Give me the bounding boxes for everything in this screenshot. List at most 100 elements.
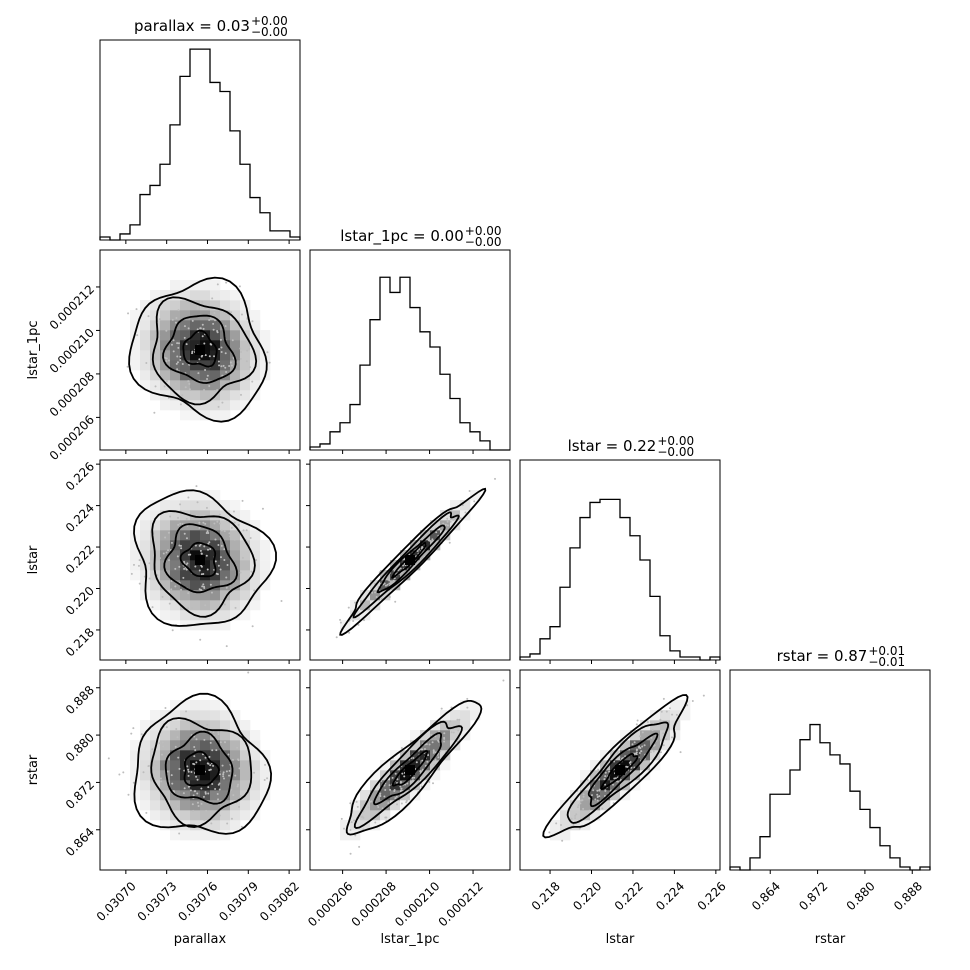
sample-point: [675, 713, 678, 716]
density-cell: [220, 400, 231, 411]
sample-point: [218, 513, 221, 516]
sample-point: [183, 532, 186, 535]
sample-point: [234, 383, 237, 386]
sample-point: [218, 364, 221, 367]
density-cell: [340, 830, 351, 841]
sample-point: [315, 880, 317, 882]
density-cell: [230, 350, 241, 361]
sample-point: [361, 815, 364, 818]
xtick-label-lstar_1pc: 0.000206: [305, 879, 355, 929]
sample-point: [203, 738, 206, 741]
density-cell: [210, 780, 221, 791]
density-cell: [180, 700, 191, 711]
sample-point: [427, 754, 430, 757]
sample-point: [213, 355, 216, 358]
sample-point: [225, 586, 228, 589]
density-cell: [250, 600, 261, 611]
sample-point: [266, 351, 269, 354]
sample-point: [679, 751, 682, 754]
panel-frame-parallax: [99, 39, 301, 241]
sample-point: [177, 516, 180, 519]
sample-point: [200, 355, 203, 358]
density-cell: [170, 320, 181, 331]
sample-point: [145, 362, 148, 365]
sample-point: [212, 328, 215, 331]
sample-point: [171, 318, 174, 321]
sample-point: [215, 572, 218, 575]
xaxis-label-lstar_1pc: lstar_1pc: [381, 932, 440, 947]
density-cell: [360, 590, 371, 601]
sample-point: [204, 604, 207, 607]
sample-point: [592, 789, 595, 792]
sample-point: [130, 732, 133, 735]
histogram-rstar: [729, 723, 931, 871]
sample-point: [356, 805, 359, 808]
sample-point: [186, 765, 189, 768]
density-cell: [450, 720, 461, 731]
density-cell: [220, 550, 231, 561]
sample-point: [154, 385, 157, 388]
density-cell: [160, 750, 171, 761]
density-cell: [140, 550, 151, 561]
sample-point: [151, 334, 154, 337]
sample-point: [653, 744, 656, 747]
density-cell: [550, 820, 561, 831]
density-cell: [640, 760, 651, 771]
density-cell: [440, 720, 451, 731]
title-sup-rstar: +0.01: [868, 644, 905, 658]
sample-point: [363, 619, 366, 622]
sample-point: [412, 756, 415, 759]
sample-point: [205, 531, 208, 534]
density-cell: [250, 550, 261, 561]
sample-point: [388, 784, 391, 787]
density-cell: [180, 510, 191, 521]
sample-point: [228, 532, 231, 535]
sample-point: [220, 529, 223, 532]
density-cell: [380, 590, 391, 601]
sample-point: [579, 802, 582, 805]
sample-point: [177, 342, 180, 345]
density-cell: [230, 590, 241, 601]
sample-point: [416, 542, 419, 545]
density-cell: [230, 810, 241, 821]
sample-point: [646, 720, 649, 723]
sample-point: [596, 793, 599, 796]
density-cell: [250, 530, 261, 541]
density-cell: [200, 580, 211, 591]
density-cell: [370, 770, 381, 781]
sample-point: [204, 792, 207, 795]
density-cell: [170, 300, 181, 311]
sample-point: [208, 355, 211, 358]
sample-point: [179, 522, 182, 525]
sample-point: [205, 506, 208, 509]
density-cell: [230, 610, 241, 621]
density-cell: [150, 800, 161, 811]
sample-point: [446, 517, 449, 520]
xtick-label-parallax: 0.03079: [216, 879, 261, 924]
sample-point: [206, 723, 209, 726]
sample-point: [686, 704, 689, 707]
sample-point: [230, 526, 233, 529]
sample-point: [494, 477, 497, 480]
sample-point: [420, 785, 423, 788]
histogram-lstar: [519, 498, 721, 661]
sample-point: [212, 764, 215, 767]
contour-level: [600, 752, 639, 790]
density-cell: [450, 510, 461, 521]
sample-point: [402, 564, 405, 567]
sample-point: [576, 806, 579, 809]
density-cell: [130, 540, 141, 551]
sample-point: [596, 799, 599, 802]
sample-point: [240, 825, 243, 828]
sample-point: [196, 307, 199, 310]
sample-point: [185, 537, 188, 540]
density-cell: [150, 770, 161, 781]
panel-frame-rstar: [729, 669, 931, 871]
density-cell: [140, 760, 151, 771]
sample-point: [161, 595, 164, 598]
density-cell: [210, 740, 221, 751]
sample-point: [160, 753, 163, 756]
density-cell: [660, 710, 671, 721]
sample-point: [358, 845, 361, 848]
density-cell: [460, 710, 471, 721]
